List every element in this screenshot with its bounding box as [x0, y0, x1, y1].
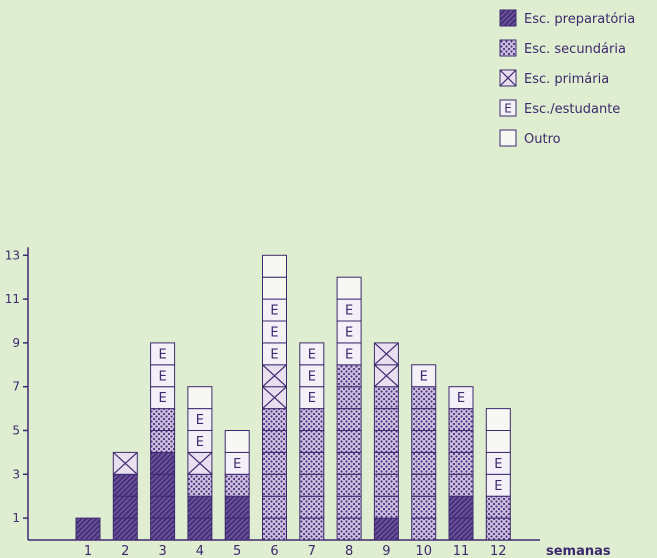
svg-text:E: E — [504, 102, 512, 116]
y-tick-label: 7 — [12, 380, 20, 394]
svg-text:E: E — [308, 391, 316, 406]
x-tick-label: 10 — [415, 544, 432, 558]
bar-segment — [373, 517, 399, 541]
bar-segment: E — [411, 364, 437, 388]
bar-segment — [336, 364, 362, 541]
legend-item: Outro — [499, 129, 561, 147]
bar-segment — [262, 254, 287, 300]
svg-text:E: E — [345, 325, 353, 340]
bar-segment: EEE — [150, 342, 176, 410]
bar-segment — [187, 473, 213, 497]
bar-segment — [336, 276, 362, 300]
bar-segment: E — [224, 451, 250, 475]
bar-segment — [187, 495, 213, 541]
bar-segment — [448, 408, 474, 497]
legend-item: Esc. primária — [499, 69, 609, 87]
legend: Esc. preparatória Esc. secundária Esc. pri… — [499, 9, 635, 147]
bar-segment — [150, 451, 176, 541]
bar-segment — [373, 386, 399, 519]
x-axis-label: semanas — [546, 544, 611, 558]
svg-text:E: E — [158, 369, 166, 384]
svg-text:Esc. preparatória: Esc. preparatória — [524, 12, 635, 27]
svg-text:Outro: Outro — [524, 132, 561, 147]
bar-segment: EEE — [336, 298, 362, 366]
bar-segment — [112, 473, 138, 541]
y-tick-label: 11 — [5, 292, 20, 306]
y-tick-label: 1 — [12, 511, 20, 525]
x-tick-label: 11 — [453, 544, 470, 558]
bar-segment: EE — [485, 451, 511, 497]
x-tick-label: 1 — [84, 544, 92, 558]
bar-segment — [373, 342, 399, 388]
bar-segment — [224, 495, 250, 541]
x-tick-label: 12 — [490, 544, 507, 558]
bar-segment — [262, 408, 287, 541]
x-tick-label: 4 — [196, 544, 204, 558]
svg-text:E: E — [158, 347, 166, 362]
legend-item: Esc. secundária — [499, 39, 626, 57]
svg-text:Esc./estudante: Esc./estudante — [524, 102, 620, 117]
svg-text:E: E — [270, 325, 278, 340]
bar-segment: EEE — [262, 298, 287, 366]
svg-text:E: E — [345, 304, 353, 319]
bar-segment — [411, 386, 437, 541]
bar-segment — [485, 408, 511, 453]
bar-segment — [112, 451, 138, 475]
svg-text:E: E — [270, 347, 278, 362]
bar-segment: EEE — [299, 342, 325, 410]
x-tick-label: 2 — [121, 544, 129, 558]
bar-segment — [75, 517, 101, 541]
svg-text:E: E — [345, 347, 353, 362]
y-tick-label: 13 — [5, 248, 20, 262]
bar-segment — [187, 386, 213, 410]
legend-item: Esc. preparatória — [499, 9, 635, 27]
x-tick-label: 8 — [345, 544, 353, 558]
svg-text:E: E — [308, 369, 316, 384]
x-tick-label: 6 — [270, 544, 278, 558]
bar-segment — [150, 408, 176, 453]
svg-text:E: E — [420, 369, 428, 384]
y-tick-label: 3 — [12, 467, 20, 481]
bar-segment — [448, 495, 474, 541]
svg-text:E: E — [196, 413, 204, 428]
bar-segment: E — [448, 386, 474, 410]
svg-text:E: E — [494, 479, 502, 494]
y-tick-label: 9 — [12, 336, 20, 350]
svg-text:Esc. secundária: Esc. secundária — [524, 42, 626, 57]
bar-segment — [262, 364, 287, 410]
svg-text:E: E — [233, 457, 241, 472]
svg-text:E: E — [270, 304, 278, 319]
svg-text:E: E — [494, 457, 502, 472]
svg-text:E: E — [457, 391, 465, 406]
bar-segment — [485, 495, 511, 541]
legend-item: E Esc./estudante — [499, 99, 620, 117]
svg-text:E: E — [158, 391, 166, 406]
bar-segment — [224, 430, 250, 453]
x-tick-label: 3 — [158, 544, 166, 558]
x-tick-label: 9 — [382, 544, 390, 558]
svg-text:Esc. primária: Esc. primária — [524, 72, 609, 87]
bar-segment — [224, 473, 250, 497]
bar-segment: EE — [187, 408, 213, 453]
y-tick-label: 5 — [12, 424, 20, 438]
svg-text:E: E — [308, 347, 316, 362]
x-tick-label: 5 — [233, 544, 241, 558]
bar-segment — [299, 408, 325, 541]
x-tick-label: 7 — [308, 544, 316, 558]
svg-text:E: E — [196, 435, 204, 450]
bar-segment — [187, 451, 213, 475]
